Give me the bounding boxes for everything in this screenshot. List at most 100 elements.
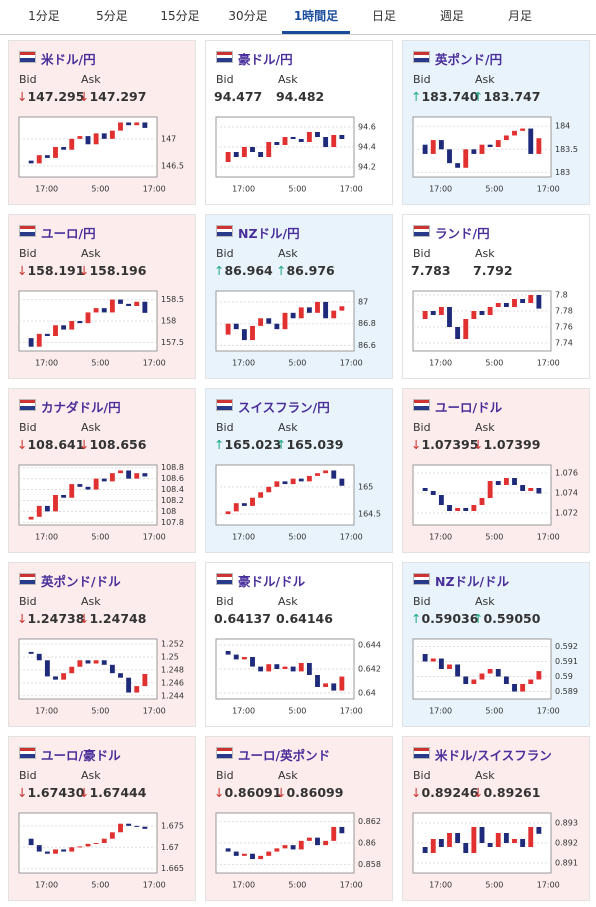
flag-icon	[413, 573, 430, 585]
y-tick-label: 107.8	[161, 518, 184, 527]
tab[interactable]: 5分足	[96, 9, 128, 23]
mini-chart: 0.589 0.59 0.591 0.592 17:00 5:00 17:00	[412, 638, 578, 716]
candle	[528, 679, 534, 684]
x-tick-label: 5:00	[485, 185, 503, 194]
candle	[315, 473, 320, 476]
candle	[422, 144, 428, 154]
x-tick-label: 17:00	[143, 185, 166, 194]
bid-value: 7.783	[411, 263, 451, 278]
candle	[101, 478, 107, 482]
pair-name: ユーロ/英ポンド	[238, 748, 331, 763]
x-tick-label: 17:00	[35, 359, 58, 368]
trend-arrow: ↓	[17, 785, 28, 800]
candle	[479, 673, 485, 680]
candle	[36, 845, 42, 852]
rate-card[interactable]: ユーロ/豪ドル Bid Ask ↓1.67430 ↓1.67444 1.665 1.67 1.…	[8, 736, 196, 901]
candle	[69, 321, 75, 330]
tab[interactable]: 30分足	[228, 9, 268, 23]
candle	[28, 160, 34, 164]
rate-card[interactable]: ユーロ/円 Bid Ask ↓158.191 ↓158.196 157.5 158 158.5…	[8, 214, 196, 379]
rate-card[interactable]: スイスフラン/円 Bid Ask ↑165.023 ↑165.039 164.5 165 17…	[205, 388, 393, 553]
bid-value: ↑86.964	[214, 263, 273, 278]
pair-name: NZドル/円	[238, 226, 300, 241]
y-tick-label: 7.74	[555, 339, 573, 348]
tab[interactable]: 1時間足	[282, 0, 350, 34]
y-tick-label: 0.644	[358, 641, 381, 650]
x-tick-label: 17:00	[537, 881, 560, 890]
candle	[298, 307, 304, 319]
y-tick-label: 108.8	[161, 463, 184, 472]
rate-card[interactable]: ユーロ/英ポンド Bid Ask ↓0.86091 ↓0.86099 0.858 0.86 0…	[205, 736, 393, 901]
x-tick-label: 17:00	[143, 533, 166, 542]
candle	[447, 833, 452, 847]
candle	[241, 329, 247, 341]
candle	[422, 488, 428, 491]
candle	[298, 663, 304, 672]
x-tick-label: 17:00	[340, 359, 363, 368]
chart-area	[215, 290, 355, 352]
candle	[339, 676, 345, 691]
bid-number: 86.964	[224, 263, 273, 278]
rate-card[interactable]: カナダドル/円 Bid Ask ↓108.641 ↓108.656 107.8 108 108…	[8, 388, 196, 553]
x-tick-label: 5:00	[288, 185, 306, 194]
candle	[93, 308, 99, 313]
rate-card[interactable]: ユーロ/ドル Bid Ask ↓1.07395 ↓1.07399 1.072 1.074 1.…	[402, 388, 590, 553]
candle	[44, 505, 50, 512]
rate-card[interactable]: 豪ドル/ドル Bid Ask 0.64137 0.64146 0.64 0.642 0.644…	[205, 562, 393, 727]
tab[interactable]: 月足	[507, 9, 532, 23]
y-tick-label: 146.5	[161, 162, 184, 171]
y-tick-label: 0.64	[358, 689, 376, 698]
tab[interactable]: 週足	[439, 9, 464, 23]
candle	[536, 295, 542, 309]
candle	[339, 478, 345, 486]
tab[interactable]: 1分足	[28, 9, 60, 23]
candle	[69, 847, 75, 852]
candle	[495, 481, 501, 485]
rate-card[interactable]: ランド/円 Bid Ask 7.783 7.792 7.74 7.76 7.78 7.8 17:0…	[402, 214, 590, 379]
candle	[487, 843, 493, 847]
x-tick-label: 17:00	[429, 881, 452, 890]
x-tick-label: 17:00	[429, 707, 452, 716]
rate-card[interactable]: 英ポンド/ドル Bid Ask ↓1.24738 ↓1.24748 1.244 1.246 1…	[8, 562, 196, 727]
rate-card[interactable]: NZドル/円 Bid Ask ↑86.964 ↑86.976 86.6 86.8 87 17:0…	[205, 214, 393, 379]
candle	[77, 660, 83, 667]
pair-name: ユーロ/豪ドル	[41, 748, 121, 763]
bid-label: Bid	[413, 247, 431, 260]
candle	[258, 318, 264, 326]
bid-label: Bid	[413, 769, 431, 782]
candle	[241, 503, 247, 506]
rate-card[interactable]: 米ドル/スイスフラン Bid Ask ↓0.89246 ↓0.89261 0.891 0.8…	[402, 736, 590, 901]
y-tick-label: 1.076	[555, 469, 578, 478]
x-tick-label: 17:00	[537, 707, 560, 716]
candle	[126, 677, 132, 693]
tab[interactable]: 日足	[371, 9, 396, 23]
flag-icon	[216, 573, 233, 585]
ask-number: 0.89261	[483, 785, 541, 800]
candle	[101, 308, 107, 313]
candle	[430, 140, 436, 154]
mini-chart: 1.072 1.074 1.076 17:00 5:00 17:00	[412, 464, 578, 542]
rate-card[interactable]: 英ポンド/円 Bid Ask ↑183.740 ↑183.747 183 183.5 184 1…	[402, 40, 590, 205]
bid-label: Bid	[216, 73, 234, 86]
rate-card[interactable]: 豪ドル/円 Bid Ask 94.477 94.482 94.2 94.4 94.6 17:00…	[205, 40, 393, 205]
candle	[495, 833, 501, 847]
rate-card[interactable]: NZドル/ドル Bid Ask ↑0.59036 ↑0.59050 0.589 0.59 0.…	[402, 562, 590, 727]
tab[interactable]: 15分足	[160, 9, 200, 23]
y-tick-label: 1.665	[161, 864, 184, 873]
ask-label: Ask	[278, 421, 298, 434]
bid-number: 0.64137	[214, 611, 271, 626]
candle	[53, 495, 58, 512]
ask-value: ↓1.07399	[473, 437, 540, 452]
pair-name: NZドル/ドル	[435, 574, 510, 589]
bid-label: Bid	[413, 595, 431, 608]
y-tick-label: 0.592	[555, 642, 578, 651]
bid-value: ↓0.89246	[411, 785, 478, 800]
candle	[250, 497, 255, 506]
candle	[430, 491, 436, 495]
x-tick-label: 17:00	[35, 707, 58, 716]
bid-label: Bid	[216, 247, 234, 260]
ask-number: 0.64146	[276, 611, 333, 626]
ask-label: Ask	[475, 421, 495, 434]
rate-card[interactable]: 米ドル/円 Bid Ask ↓147.295 ↓147.297 146.5 147 17:00…	[8, 40, 196, 205]
candle	[258, 666, 264, 672]
